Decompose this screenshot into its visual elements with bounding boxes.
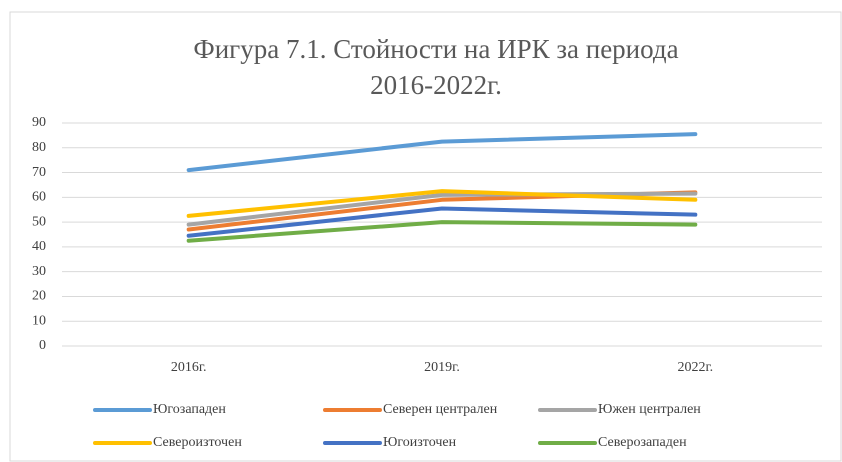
x-tick-label: 2019г.: [424, 360, 460, 375]
x-tick-label: 2016г.: [171, 360, 207, 375]
series-line: [186, 132, 698, 173]
y-tick-label: 30: [32, 264, 46, 279]
legend-label: Северен централен: [383, 402, 498, 417]
legend-label: Югозападен: [153, 402, 226, 417]
y-tick-label: 0: [39, 338, 46, 353]
series-line: [186, 220, 698, 243]
series-line: [186, 191, 698, 227]
legend-label: Североизточен: [153, 435, 242, 450]
y-tick-label: 60: [32, 190, 46, 205]
legend-label: Югоизточен: [383, 435, 457, 450]
legend-label: Северозападен: [598, 435, 687, 450]
series-line: [186, 189, 698, 218]
y-tick-label: 50: [32, 214, 46, 229]
chart-title: Фигура 7.1. Стойности на ИРК за периода: [193, 34, 678, 64]
series-line: [186, 206, 698, 238]
y-tick-label: 70: [32, 165, 46, 180]
y-tick-label: 40: [32, 239, 46, 254]
y-tick-label: 90: [32, 115, 46, 130]
x-tick-label: 2022г.: [677, 360, 713, 375]
chart-title: 2016-2022г.: [370, 70, 502, 100]
y-tick-label: 20: [32, 289, 46, 304]
y-tick-label: 10: [32, 313, 46, 328]
legend-label: Южен централен: [598, 402, 701, 417]
y-tick-label: 80: [32, 140, 46, 155]
chart-frame: [9, 11, 842, 462]
